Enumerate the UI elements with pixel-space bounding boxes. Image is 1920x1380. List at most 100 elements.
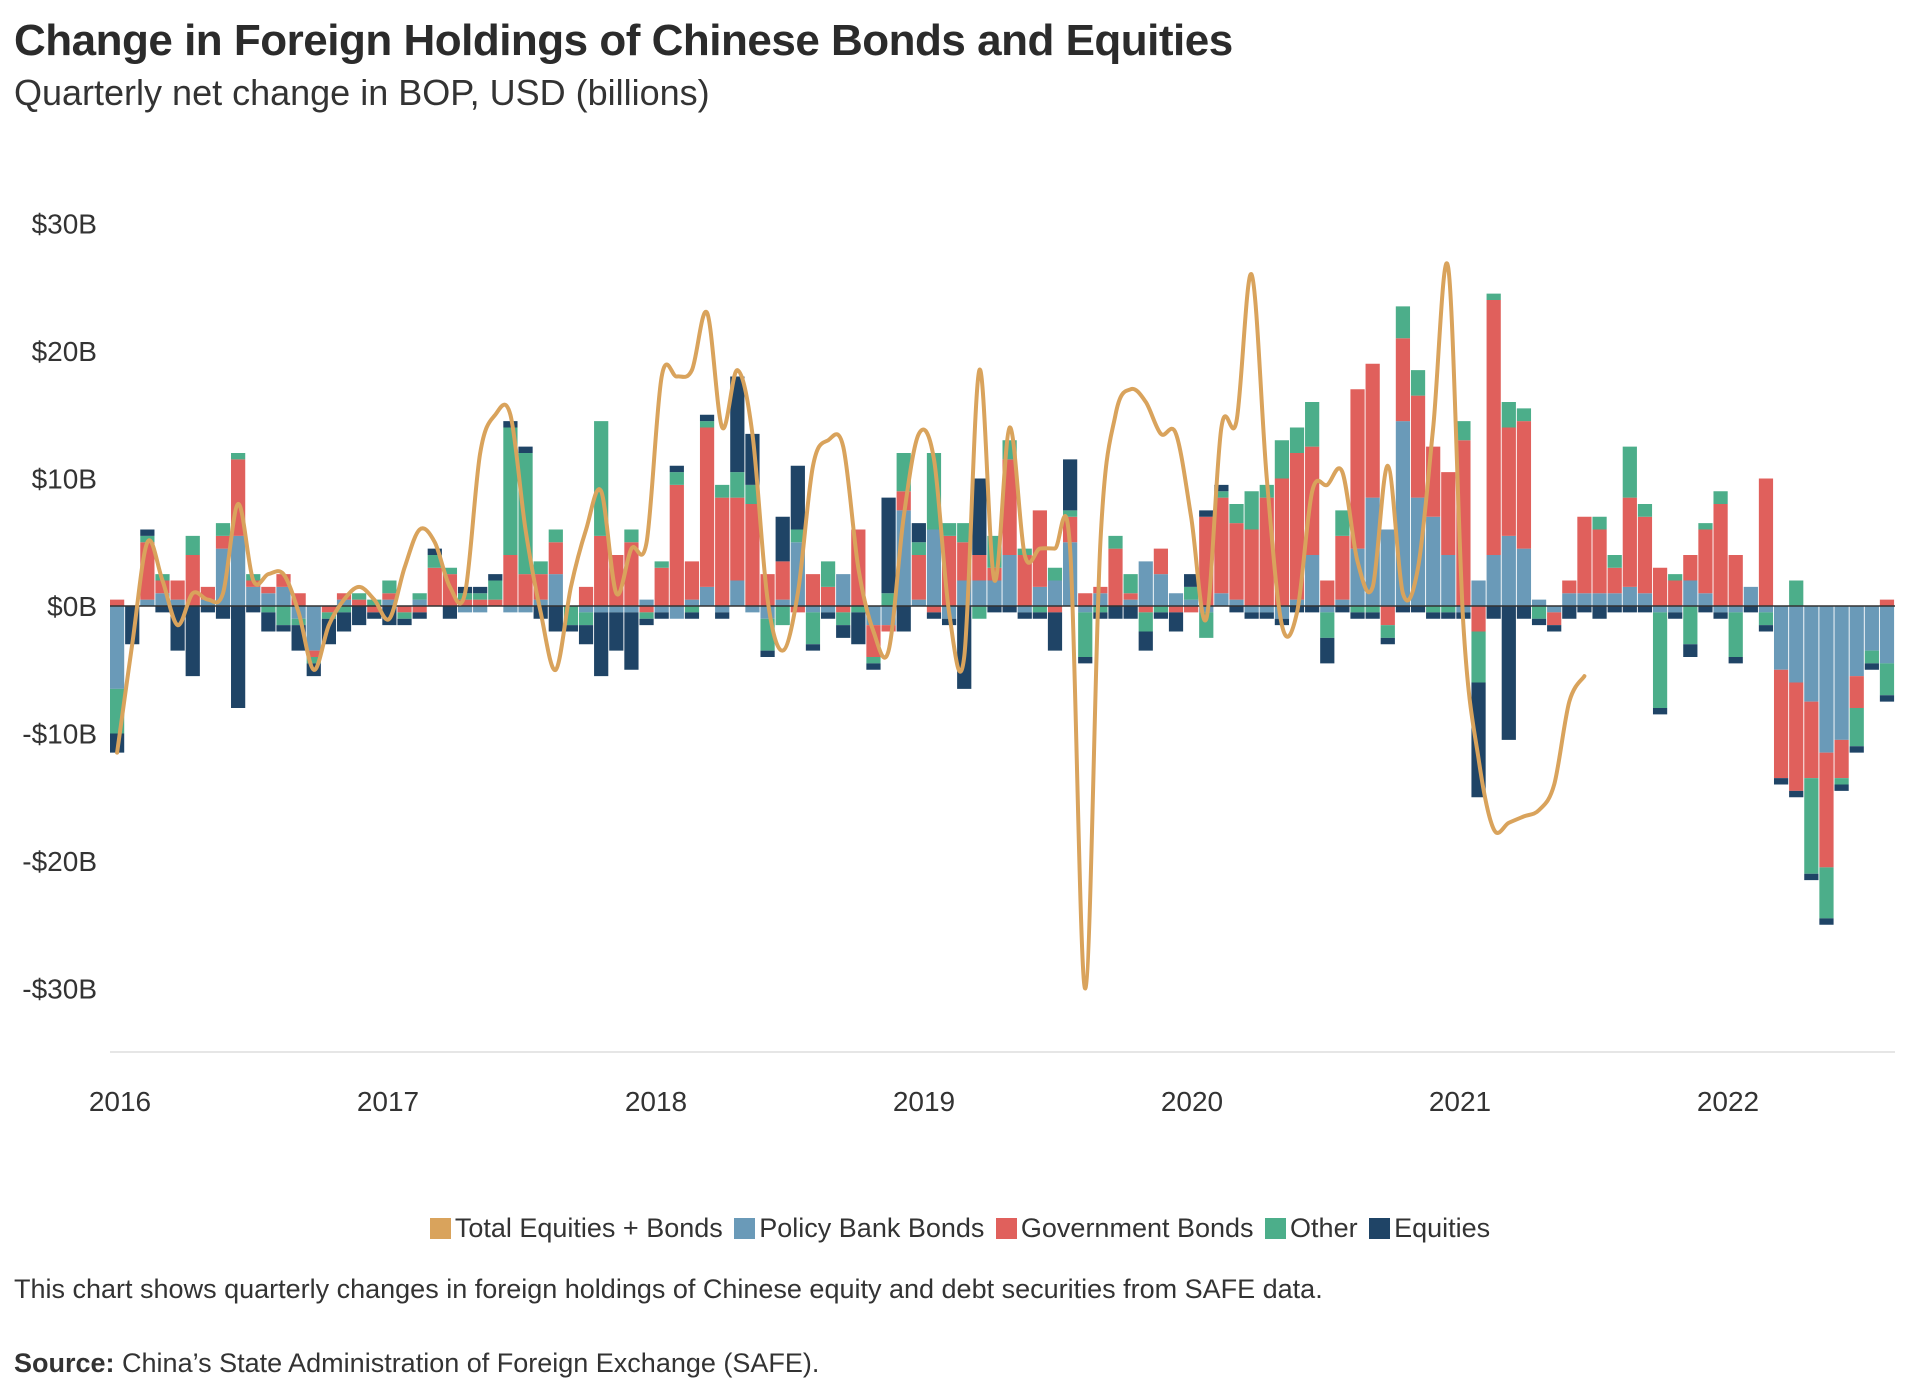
bar-segment-equities xyxy=(926,612,942,619)
bar-segment-other xyxy=(1108,535,1123,549)
total-line-group xyxy=(115,261,1587,991)
bar-segment-equities xyxy=(1335,606,1350,613)
legend-item-total[interactable]: Total Equities + Bonds xyxy=(429,1213,723,1244)
bar-segment-other xyxy=(715,484,730,498)
bar-segment-other xyxy=(1456,421,1471,441)
bar-segment-policy xyxy=(382,599,397,606)
bar-segment-government xyxy=(805,574,821,606)
bar-segment-other xyxy=(503,427,518,555)
bar-segment-policy xyxy=(1698,593,1713,606)
bar-segment-equities xyxy=(1622,606,1637,613)
bar-segment-policy xyxy=(1622,586,1637,606)
bar-segment-equities xyxy=(1773,778,1789,785)
bar-segment-equities xyxy=(639,618,654,626)
bar-segment-other xyxy=(669,472,684,485)
bar-segment-other xyxy=(261,606,276,613)
bar-segment-government xyxy=(594,535,609,606)
bar-segment-other xyxy=(1516,408,1532,422)
bar-segment-other xyxy=(654,561,669,568)
legend-item-government-bonds[interactable]: Government Bonds xyxy=(995,1213,1254,1244)
bar-segment-equities xyxy=(1531,618,1547,626)
bar-segment-government xyxy=(1516,421,1532,549)
bar-segment-policy xyxy=(1168,593,1184,606)
bar-segment-equities xyxy=(1350,612,1365,619)
bar-segment-government xyxy=(1652,567,1668,606)
bar-segment-government xyxy=(881,625,896,632)
bar-segment-equities xyxy=(1426,612,1441,619)
legend-item-policy-bank-bonds[interactable]: Policy Bank Bonds xyxy=(734,1213,984,1244)
bar-segment-equities xyxy=(1864,663,1879,670)
bar-segment-policy xyxy=(972,580,987,606)
bar-segment-policy xyxy=(1652,606,1668,613)
bar-segment-other xyxy=(1395,306,1411,339)
bar-segment-other xyxy=(699,421,715,428)
bar-segment-other xyxy=(1078,612,1093,657)
x-tick-label: 2021 xyxy=(1429,1086,1491,1117)
bar-segment-policy xyxy=(1335,599,1350,606)
bar-segment-other xyxy=(1819,867,1834,919)
bar-segment-other xyxy=(1350,606,1365,613)
bar-segment-government xyxy=(1562,580,1577,594)
bar-segment-other xyxy=(836,612,851,626)
bar-segment-other xyxy=(1123,574,1138,594)
bar-segment-other xyxy=(1047,567,1063,581)
bar-segment-equities xyxy=(215,606,231,619)
bar-segment-policy xyxy=(110,606,125,689)
bar-segment-equities xyxy=(1471,682,1486,798)
bar-segment-government xyxy=(503,555,518,606)
bar-segment-policy xyxy=(1592,593,1607,606)
bar-segment-government xyxy=(1622,497,1637,587)
bar-segment-policy xyxy=(1577,593,1592,606)
x-tick-label: 2019 xyxy=(893,1086,955,1117)
bar-segment-other xyxy=(820,561,836,587)
bar-segment-policy xyxy=(775,599,790,606)
bar-segment-government xyxy=(1668,580,1683,606)
bar-segment-other xyxy=(730,472,745,498)
bar-segment-other xyxy=(1834,778,1849,785)
bar-segment-equities xyxy=(866,663,881,670)
bar-segment-policy xyxy=(624,606,639,613)
bar-segment-government xyxy=(972,555,987,581)
bar-segment-government xyxy=(1184,606,1199,613)
bar-segment-government xyxy=(911,555,926,600)
bar-segment-policy xyxy=(1214,593,1229,606)
bar-segment-policy xyxy=(1683,580,1698,606)
bar-segment-government xyxy=(1486,300,1501,555)
bar-segment-policy xyxy=(1607,593,1622,606)
bar-segment-equities xyxy=(155,606,170,613)
bar-segment-government xyxy=(321,606,336,613)
bar-segment-other xyxy=(1471,631,1486,683)
bar-segment-other xyxy=(805,612,821,645)
bar-segment-policy xyxy=(1834,606,1849,740)
bar-segment-equities xyxy=(1879,695,1895,702)
bar-segment-equities xyxy=(1728,657,1743,664)
source-label: Source: xyxy=(14,1348,115,1378)
legend-item-equities[interactable]: Equities xyxy=(1369,1213,1490,1244)
bar-segment-policy xyxy=(715,606,730,613)
bar-segment-policy xyxy=(518,606,533,613)
bar-segment-equities xyxy=(1501,606,1516,740)
bar-segment-equities xyxy=(442,606,458,619)
bar-segment-equities xyxy=(1365,612,1380,619)
bar-segment-government xyxy=(745,504,760,606)
bar-segment-government xyxy=(1547,612,1562,626)
bar-segment-government xyxy=(170,580,185,600)
bar-segment-government xyxy=(578,586,594,606)
bar-segment-equities xyxy=(1804,873,1819,881)
bar-segment-government xyxy=(457,599,473,606)
bar-segment-government xyxy=(1108,548,1123,606)
bar-segment-equities xyxy=(1032,612,1047,619)
x-tick-label: 2016 xyxy=(89,1086,151,1117)
total-equities-bonds-line xyxy=(115,261,1587,991)
bar-segment-government xyxy=(1138,606,1153,613)
bar-segment-government xyxy=(473,599,488,606)
bar-segment-other xyxy=(1728,612,1743,657)
legend-item-other[interactable]: Other xyxy=(1265,1213,1358,1244)
bar-segment-equities xyxy=(790,465,805,530)
bar-segment-government xyxy=(1274,478,1290,606)
bar-segment-policy xyxy=(1879,606,1895,664)
bar-segment-equities xyxy=(1758,625,1774,632)
x-tick-label: 2022 xyxy=(1697,1086,1759,1117)
bar-segment-equities xyxy=(1229,606,1244,613)
bar-segment-equities xyxy=(563,625,579,632)
